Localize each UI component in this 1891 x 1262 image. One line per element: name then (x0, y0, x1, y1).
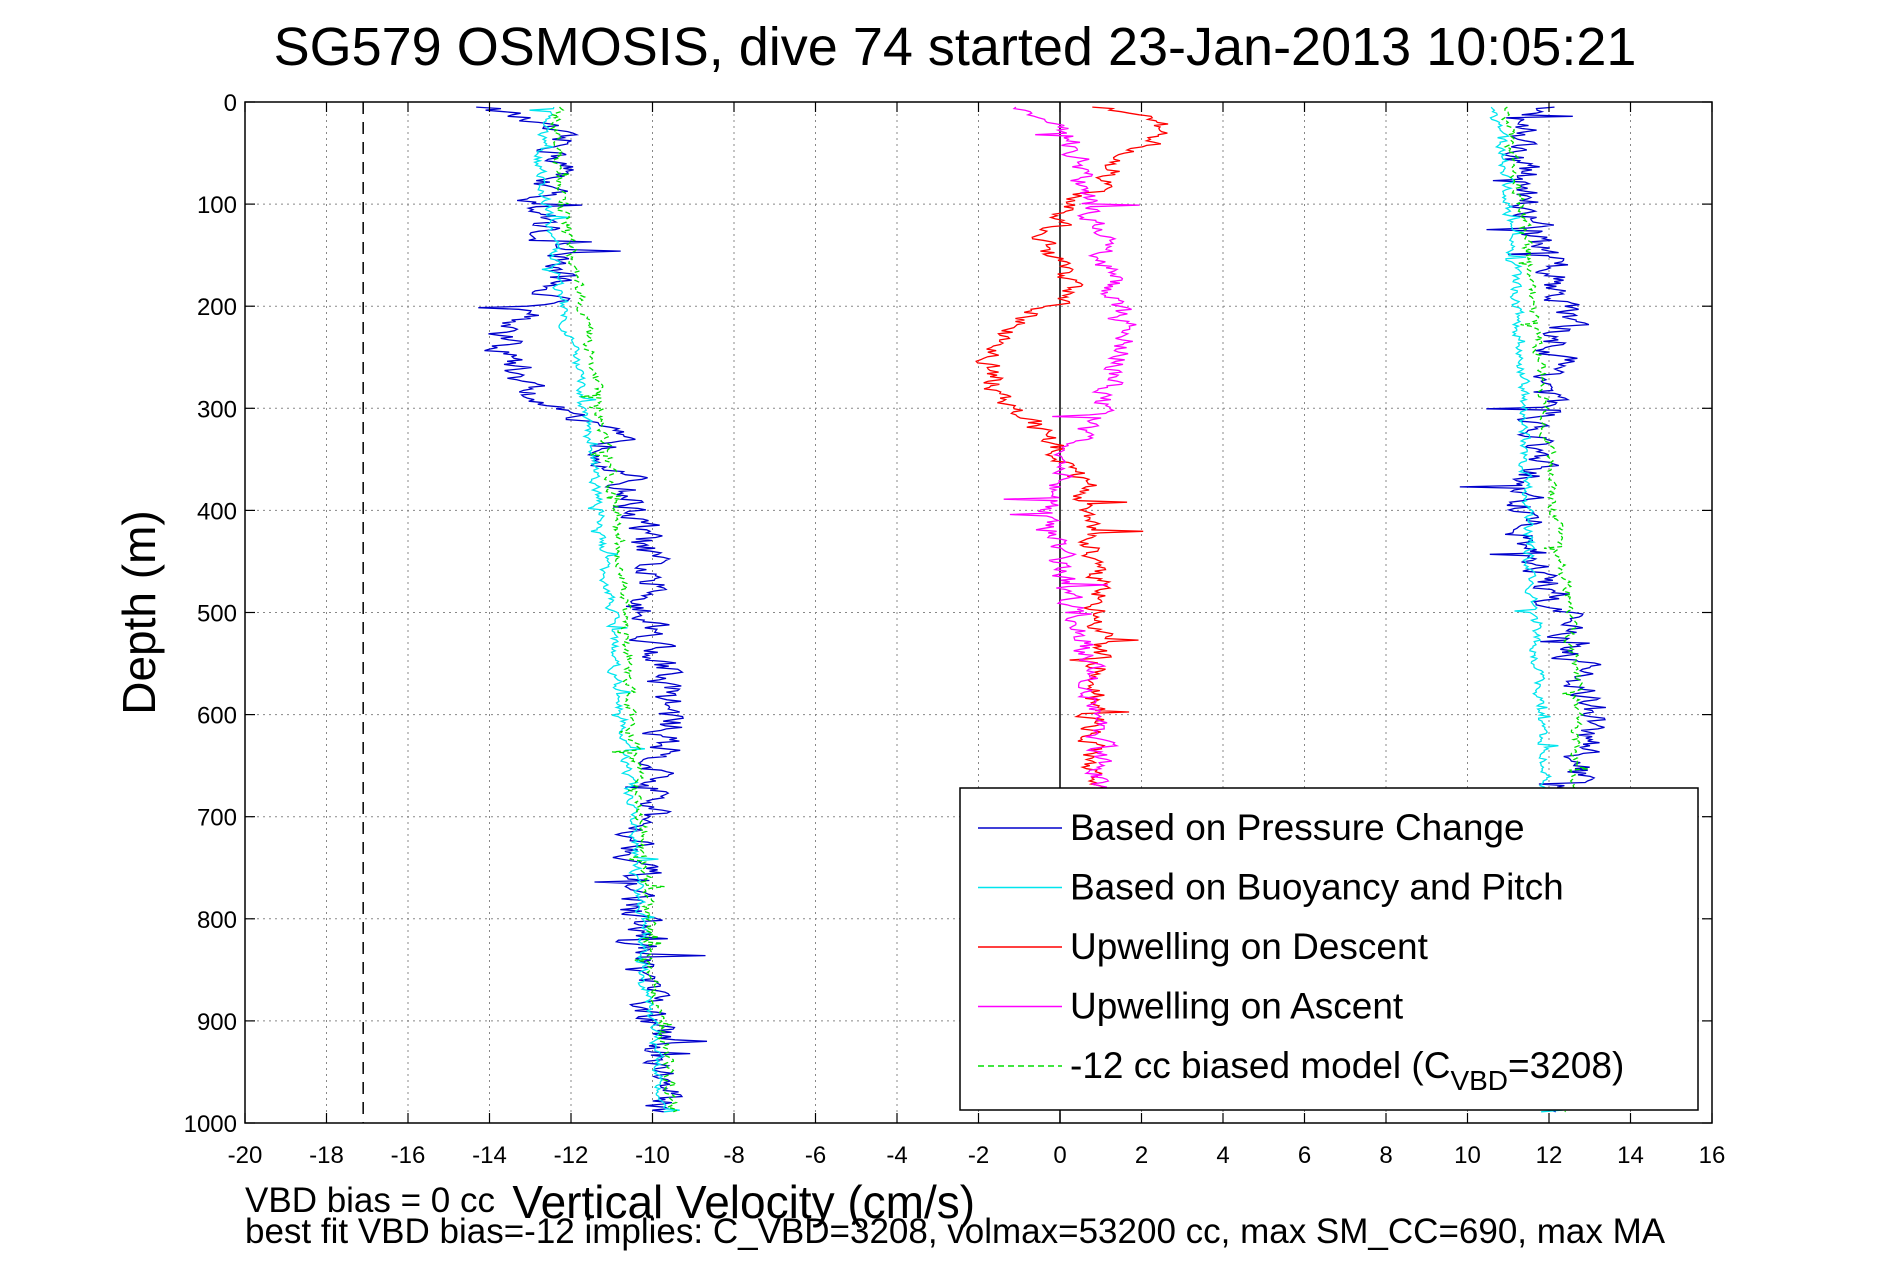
legend-entry-text: =3208) (1508, 1045, 1624, 1086)
x-tick-label: 4 (1216, 1142, 1229, 1169)
x-tick-label: -12 (554, 1142, 589, 1169)
legend-entry: Based on Buoyancy and Pitch (1070, 867, 1564, 908)
x-tick-label: -6 (805, 1142, 826, 1169)
y-tick-labels: 0 100 200 300 400 500 600 700 800 900 1000 (184, 90, 237, 1138)
x-tick-label: -4 (886, 1142, 907, 1169)
x-tick-label: 14 (1617, 1142, 1644, 1169)
y-tick-label: 400 (197, 498, 237, 525)
y-tick-label: 100 (197, 192, 237, 219)
x-tick-label: 12 (1536, 1142, 1563, 1169)
y-tick-label: 800 (197, 907, 237, 934)
y-tick-label: 300 (197, 396, 237, 423)
legend-entry-text: -12 cc biased model (C (1070, 1045, 1450, 1086)
x-tick-label: 10 (1454, 1142, 1481, 1169)
series-4 (549, 106, 1588, 1113)
x-tick-label: -8 (723, 1142, 744, 1169)
y-tick-label: 600 (197, 703, 237, 730)
chart-title: SG579 OSMOSIS, dive 74 started 23-Jan-20… (274, 17, 1637, 77)
series-line (476, 106, 708, 1113)
legend-entry: Upwelling on Ascent (1070, 986, 1404, 1027)
x-tick-label: -20 (228, 1142, 263, 1169)
x-tick-label: 6 (1298, 1142, 1311, 1169)
y-tick-label: 500 (197, 601, 237, 628)
series-line (529, 106, 680, 1113)
y-tick-label: 1000 (184, 1111, 237, 1138)
x-axis-label: Vertical Velocity (cm/s) (512, 1176, 975, 1228)
series-3 (1003, 106, 1140, 817)
legend-entry: -12 cc biased model (CVBD=3208) (1070, 1045, 1624, 1096)
series-line (1003, 106, 1140, 817)
legend-entry-text: Upwelling on Descent (1070, 926, 1429, 967)
legend-entry-subscript: VBD (1450, 1065, 1508, 1096)
legend-entry: Based on Pressure Change (1070, 807, 1525, 848)
y-axis-label: Depth (m) (113, 510, 165, 714)
legend-entry-text: Based on Buoyancy and Pitch (1070, 867, 1564, 908)
x-tick-label: -10 (635, 1142, 670, 1169)
legend-entry-text: Based on Pressure Change (1070, 807, 1525, 848)
y-tick-label: 0 (224, 90, 237, 117)
x-tick-label: 8 (1379, 1142, 1392, 1169)
legend-entry: Upwelling on Descent (1070, 926, 1429, 967)
y-tick-label: 900 (197, 1009, 237, 1036)
series-line (549, 106, 680, 1113)
x-tick-label: -14 (472, 1142, 507, 1169)
footer-vbd-bias: VBD bias = 0 cc (245, 1181, 495, 1220)
y-tick-label: 200 (197, 294, 237, 321)
x-tick-label: 0 (1053, 1142, 1066, 1169)
x-tick-label: 16 (1699, 1142, 1726, 1169)
legend-box (959, 787, 1699, 1111)
legend-entry-text: Upwelling on Ascent (1070, 986, 1404, 1027)
axes (244, 101, 1713, 1124)
x-tick-labels: -20 -18 -16 -14 -12 -10 -8 -6 -4 -2 0 2 4 6 8 10 12 14 16 (228, 1142, 1726, 1169)
series-group (476, 106, 1636, 1113)
x-tick-label: 2 (1135, 1142, 1148, 1169)
y-tick-label: 700 (197, 805, 237, 832)
series-line (1500, 106, 1588, 1113)
x-tick-label: -2 (968, 1142, 989, 1169)
footer-best-fit: best fit VBD bias=-12 implies: C_VBD=320… (245, 1212, 1666, 1251)
x-tick-label: -16 (391, 1142, 426, 1169)
x-tick-label: -18 (309, 1142, 344, 1169)
legend: Based on Pressure Change Based on Buoyanc… (959, 787, 1699, 1111)
